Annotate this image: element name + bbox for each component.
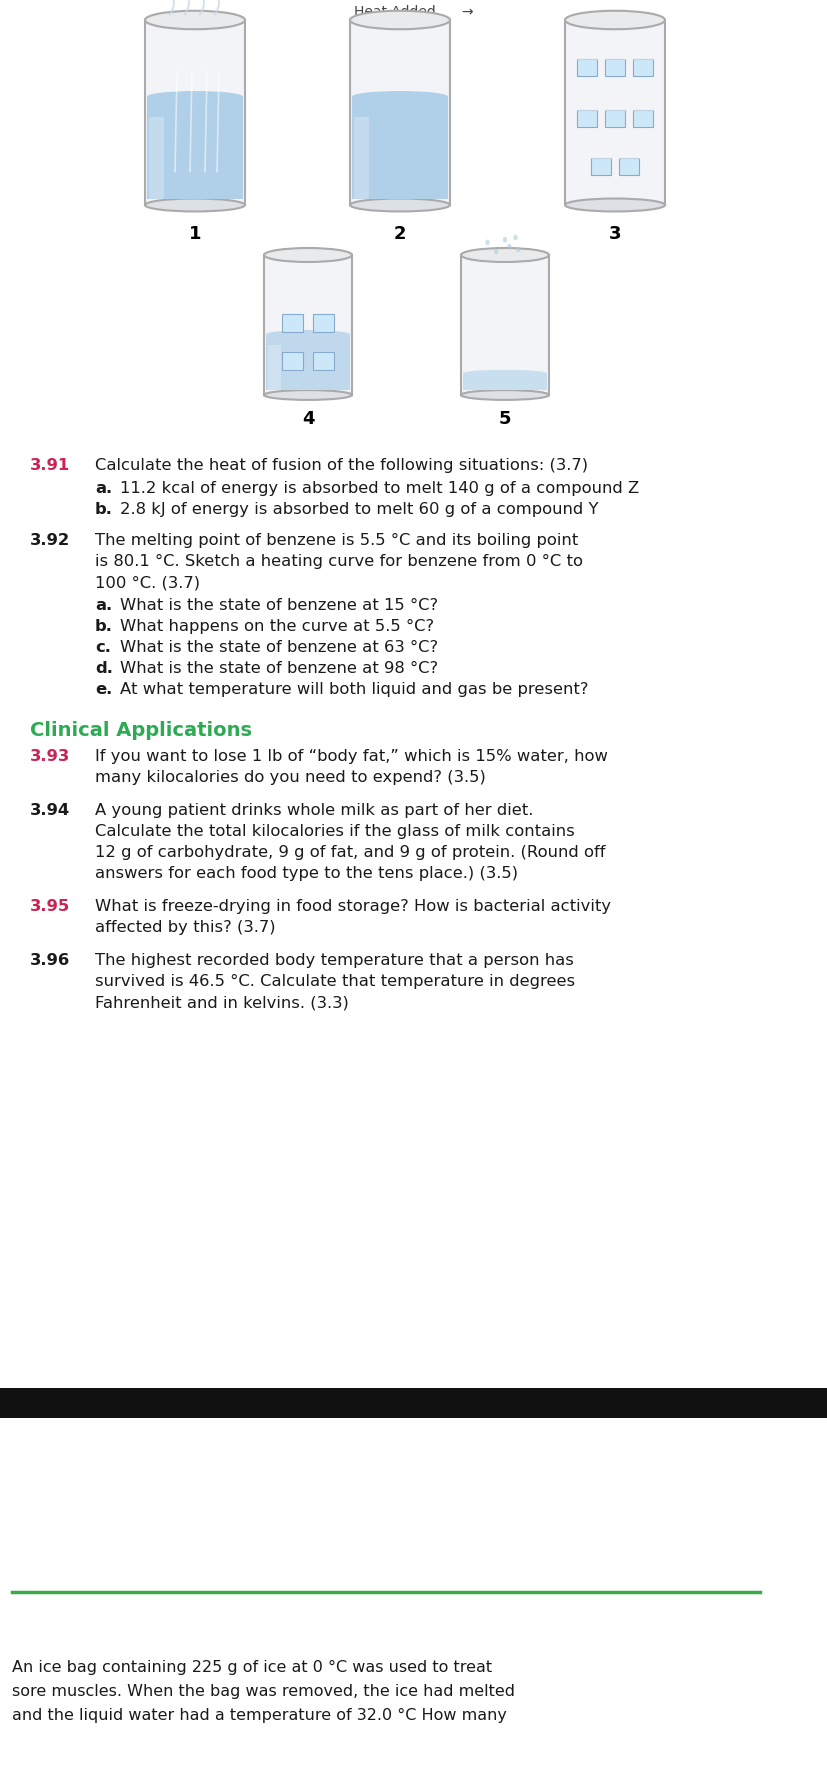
Text: sore muscles. When the bag was removed, the ice had melted: sore muscles. When the bag was removed, … <box>12 1684 514 1699</box>
Text: The melting point of benzene is 5.5 °C and its boiling point: The melting point of benzene is 5.5 °C a… <box>95 532 577 548</box>
Text: many kilocalories do you need to expend? (3.5): many kilocalories do you need to expend?… <box>95 771 485 785</box>
Bar <box>576 111 596 127</box>
Text: Fahrenheit and in kelvins. (3.3): Fahrenheit and in kelvins. (3.3) <box>95 995 348 1011</box>
Bar <box>145 20 245 204</box>
Text: If you want to lose 1 lb of “body fat,” which is 15% water, how: If you want to lose 1 lb of “body fat,” … <box>95 749 607 763</box>
Ellipse shape <box>350 11 449 29</box>
Text: What is freeze-drying in food storage? How is bacterial activity: What is freeze-drying in food storage? H… <box>95 900 610 914</box>
Text: 3: 3 <box>608 226 620 244</box>
Text: affected by this? (3.7): affected by this? (3.7) <box>95 919 275 935</box>
Text: 2: 2 <box>394 226 406 244</box>
Text: What is the state of benzene at 63 °C?: What is the state of benzene at 63 °C? <box>120 640 437 656</box>
Ellipse shape <box>265 330 350 339</box>
Text: e.: e. <box>95 683 112 697</box>
Ellipse shape <box>461 247 548 262</box>
Text: 100 °C. (3.7): 100 °C. (3.7) <box>95 575 200 590</box>
Text: 3.92: 3.92 <box>30 532 70 548</box>
Ellipse shape <box>507 244 511 249</box>
Bar <box>350 20 449 204</box>
Text: Calculate the total kilocalories if the glass of milk contains: Calculate the total kilocalories if the … <box>95 824 574 839</box>
Ellipse shape <box>485 240 489 246</box>
Text: The highest recorded body temperature that a person has: The highest recorded body temperature th… <box>95 953 573 968</box>
Text: b.: b. <box>95 502 112 518</box>
Text: is 80.1 °C. Sketch a heating curve for benzene from 0 °C to: is 80.1 °C. Sketch a heating curve for b… <box>95 554 582 570</box>
Ellipse shape <box>494 249 498 254</box>
Text: 3.96: 3.96 <box>30 953 70 968</box>
Text: 11.2 kcal of energy is absorbed to melt 140 g of a compound Z: 11.2 kcal of energy is absorbed to melt … <box>120 480 638 496</box>
Ellipse shape <box>350 199 449 211</box>
Bar <box>590 158 610 176</box>
Bar <box>281 314 303 332</box>
Text: 3.93: 3.93 <box>30 749 70 763</box>
Bar <box>632 111 653 127</box>
Bar <box>264 254 351 394</box>
Text: 3.91: 3.91 <box>30 459 70 473</box>
Ellipse shape <box>461 391 548 400</box>
Text: 1: 1 <box>189 226 201 244</box>
Text: and the liquid water had a temperature of 32.0 °C How many: and the liquid water had a temperature o… <box>12 1708 506 1724</box>
Bar <box>576 59 596 75</box>
Text: b.: b. <box>95 618 112 634</box>
Text: answers for each food type to the tens place.) (3.5): answers for each food type to the tens p… <box>95 866 518 882</box>
Bar <box>605 111 624 127</box>
Text: A young patient drinks whole milk as part of her diet.: A young patient drinks whole milk as par… <box>95 803 533 817</box>
Ellipse shape <box>462 369 547 376</box>
Ellipse shape <box>264 391 351 400</box>
Ellipse shape <box>145 199 245 211</box>
Bar <box>265 335 350 391</box>
Text: 5: 5 <box>498 410 510 428</box>
Bar <box>147 97 242 199</box>
Bar <box>149 116 164 199</box>
Bar <box>313 351 334 369</box>
Ellipse shape <box>515 247 520 253</box>
Ellipse shape <box>145 11 245 29</box>
Bar <box>632 59 653 75</box>
Bar <box>354 116 369 199</box>
Text: What is the state of benzene at 15 °C?: What is the state of benzene at 15 °C? <box>120 599 437 613</box>
Bar <box>564 20 664 204</box>
Ellipse shape <box>564 11 664 29</box>
Text: 2.8 kJ of energy is absorbed to melt 60 g of a compound Y: 2.8 kJ of energy is absorbed to melt 60 … <box>120 502 598 518</box>
Text: At what temperature will both liquid and gas be present?: At what temperature will both liquid and… <box>120 683 588 697</box>
Text: c.: c. <box>95 640 111 656</box>
Text: d.: d. <box>95 661 112 676</box>
Ellipse shape <box>264 247 351 262</box>
Text: What is the state of benzene at 98 °C?: What is the state of benzene at 98 °C? <box>120 661 437 676</box>
Bar <box>619 158 638 176</box>
Ellipse shape <box>147 91 242 102</box>
Bar <box>605 59 624 75</box>
Bar <box>313 314 334 332</box>
Bar <box>461 254 548 394</box>
Ellipse shape <box>502 237 507 242</box>
Ellipse shape <box>351 91 447 102</box>
Text: Clinical Applications: Clinical Applications <box>30 720 251 740</box>
Bar <box>268 346 281 391</box>
Ellipse shape <box>513 235 517 240</box>
Text: survived is 46.5 °C. Calculate that temperature in degrees: survived is 46.5 °C. Calculate that temp… <box>95 975 575 989</box>
Bar <box>0 1389 827 1417</box>
Text: 12 g of carbohydrate, 9 g of fat, and 9 g of protein. (Round off: 12 g of carbohydrate, 9 g of fat, and 9 … <box>95 846 605 860</box>
Text: a.: a. <box>95 480 112 496</box>
Text: a.: a. <box>95 599 112 613</box>
Bar <box>281 351 303 369</box>
Text: An ice bag containing 225 g of ice at 0 °C was used to treat: An ice bag containing 225 g of ice at 0 … <box>12 1659 491 1676</box>
Bar <box>351 97 447 199</box>
Text: What happens on the curve at 5.5 °C?: What happens on the curve at 5.5 °C? <box>120 618 433 634</box>
Text: 3.94: 3.94 <box>30 803 70 817</box>
Text: Calculate the heat of fusion of the following situations: (3.7): Calculate the heat of fusion of the foll… <box>95 459 587 473</box>
Text: 3.95: 3.95 <box>30 900 70 914</box>
Text: 4: 4 <box>301 410 314 428</box>
Ellipse shape <box>564 199 664 211</box>
Bar <box>462 373 547 391</box>
Text: Heat Added      →: Heat Added → <box>354 5 473 20</box>
